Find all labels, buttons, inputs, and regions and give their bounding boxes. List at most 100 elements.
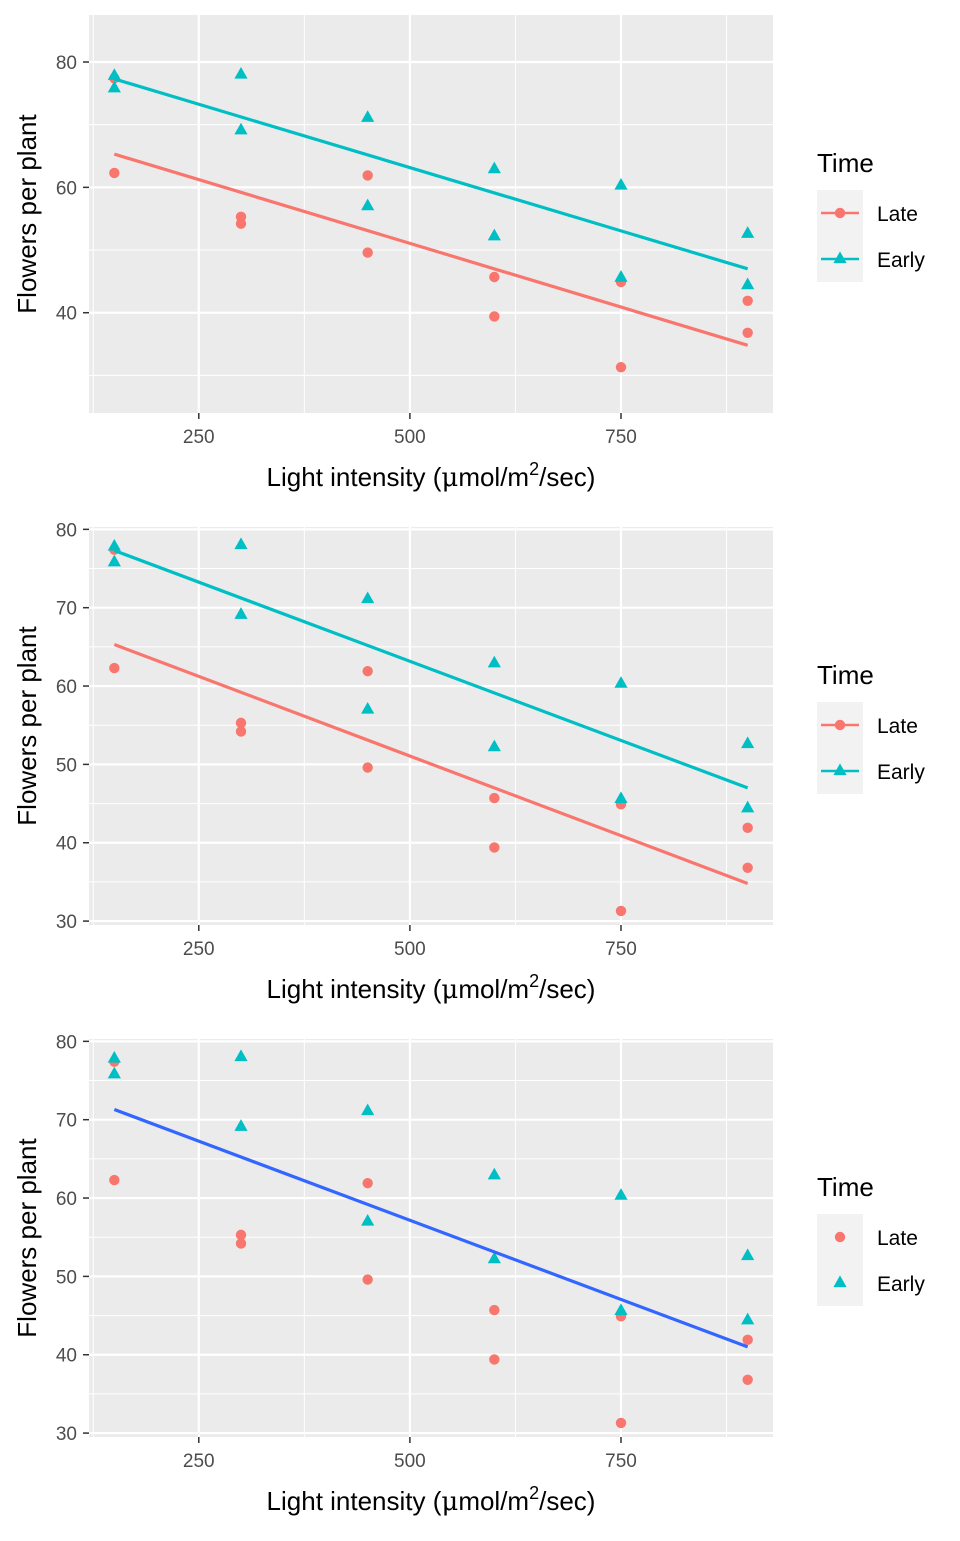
y-axis-title: Flowers per plant [12,1138,42,1338]
data-point-early [614,177,628,190]
legend-key-point-late [834,1231,846,1243]
x-tick-label: 250 [183,427,215,448]
legend-title: Time [817,148,874,178]
y-axis-title: Flowers per plant [12,114,42,314]
legend-label-late: Late [877,203,918,226]
legend-key-point-late [834,719,846,731]
fit-line-pooled [113,1108,749,1349]
data-point-late [362,170,373,181]
data-point-early [361,1213,375,1226]
chart-panel-top: 250 500 750 40 60 80 Light intensity (μmol/m2/… [12,15,925,493]
data-point-early [107,68,121,80]
data-point-early [741,277,755,290]
data-point-late [235,726,247,737]
legend-title: Time [817,660,874,690]
data-point-late [362,665,373,677]
data-point-late [109,662,120,674]
data-point-early [614,791,628,803]
data-point-early [614,1188,628,1200]
data-point-late [489,842,500,853]
data-point-late [362,1177,373,1189]
data-point-late [109,1174,120,1186]
data-point-early [234,122,248,135]
data-point-late [489,1354,500,1365]
data-point-late [742,1334,753,1346]
data-point-early [234,66,248,79]
x-tick-label: 750 [605,939,637,960]
legend-key-point-late [834,207,846,219]
data-point-early [107,1050,121,1063]
y-tick-label: 50 [56,755,77,776]
data-point-late [489,271,500,283]
legend: Time Late Early [817,148,925,282]
fit-line-late [113,152,749,347]
data-point-early [487,1251,501,1264]
x-tick-label: 250 [183,1451,215,1472]
legend-title: Time [817,1172,874,1202]
data-point-early [741,1312,755,1325]
data-point-early [614,270,628,282]
data-point-late [615,362,627,373]
data-point-early [107,80,121,93]
y-tick-label: 30 [56,912,77,933]
data-point-late [742,822,753,834]
x-tick-label: 750 [605,1451,637,1472]
plot-background [89,15,773,413]
y-tick-label: 60 [56,178,77,199]
data-point-early [361,110,375,122]
data-point-early [361,198,375,211]
y-tick-label: 40 [56,1346,77,1367]
data-point-early [234,1119,248,1131]
data-point-late [742,1374,753,1386]
x-axis-title: Light intensity (μmol/m2/sec) [267,459,596,493]
data-point-late [235,218,247,229]
data-point-early [234,537,248,550]
legend-label-late: Late [877,715,918,738]
data-point-early [487,161,501,174]
legend-key-point-early [833,763,847,776]
legend-label-late: Late [877,1227,918,1250]
legend-label-early: Early [877,761,925,784]
x-tick-label: 750 [605,427,637,448]
y-tick-label: 50 [56,1267,77,1288]
legend-label-early: Early [877,249,925,272]
data-point-late [362,762,373,773]
y-tick-label: 80 [56,1032,77,1053]
x-tick-label: 500 [394,939,426,960]
data-point-late [109,167,120,179]
data-point-early [107,1066,121,1079]
y-tick-label: 40 [56,834,77,855]
data-point-late [362,247,373,258]
x-tick-label: 250 [183,939,215,960]
data-point-early [487,739,501,752]
legend: Time Late Early [817,1172,925,1306]
y-axis-title: Flowers per plant [12,626,42,826]
y-tick-label: 60 [56,1189,77,1210]
x-tick-label: 500 [394,1451,426,1472]
data-point-late [742,295,753,307]
y-tick-label: 40 [56,304,77,325]
data-point-early [487,1167,501,1180]
data-point-early [741,736,755,749]
data-point-late [615,905,627,917]
data-point-early [614,1303,628,1315]
data-point-early [234,607,248,619]
data-point-early [361,1103,375,1116]
data-layer [107,537,755,917]
data-point-early [107,554,121,567]
chart-panel-bottom: 250 500 750 30 40 50 60 70 80 Light intensity (μm… [12,1032,925,1517]
data-layer [107,66,755,373]
legend-label-early: Early [877,1273,925,1296]
data-point-early [741,800,755,813]
data-point-early [361,701,375,714]
data-point-late [235,1238,247,1249]
y-tick-label: 30 [56,1424,77,1445]
data-point-late [489,1304,500,1316]
y-tick-label: 60 [56,677,77,698]
data-point-late [235,717,247,729]
y-tick-label: 80 [56,53,77,74]
plot-background [89,527,773,925]
x-axis-title: Light intensity (μmol/m2/sec) [267,1483,596,1517]
x-axis-title: Light intensity (μmol/m2/sec) [267,971,596,1005]
fit-line-late [113,643,749,885]
